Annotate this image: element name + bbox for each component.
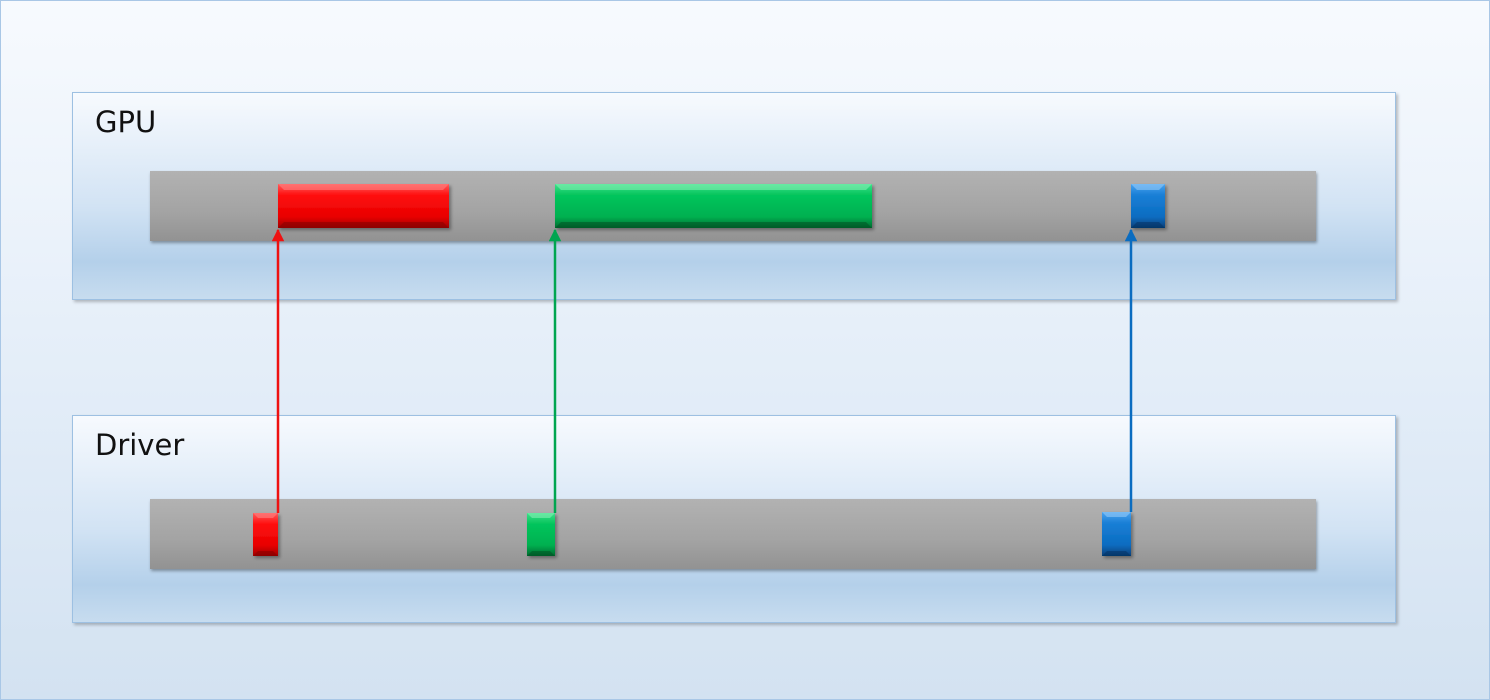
gpu-bar-red xyxy=(278,184,449,228)
gpu-bar-green xyxy=(555,184,872,228)
gpu-lane-title: GPU xyxy=(95,105,157,139)
driver-marker-red xyxy=(253,513,278,556)
driver-marker-blue xyxy=(1102,512,1131,556)
gpu-bar-blue xyxy=(1131,184,1165,228)
driver-lane-title: Driver xyxy=(95,428,185,462)
gpu-lane: GPU xyxy=(72,92,1396,300)
driver-marker-green xyxy=(527,513,555,556)
